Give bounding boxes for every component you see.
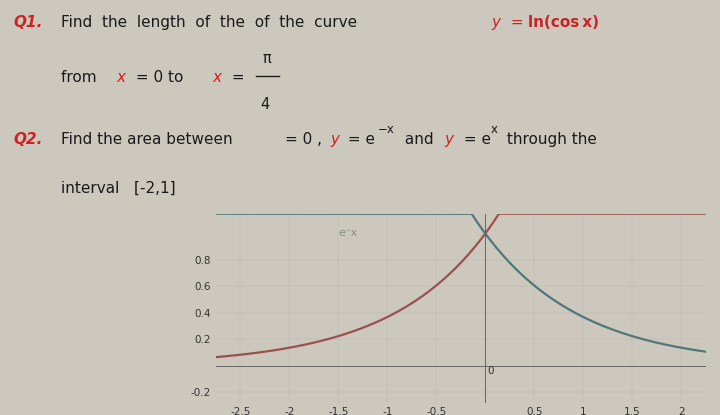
Text: through the: through the <box>502 132 597 147</box>
Text: 0: 0 <box>487 366 494 376</box>
Text: y: y <box>326 132 340 147</box>
Text: x: x <box>117 71 126 85</box>
Text: =: = <box>227 71 244 85</box>
Text: =: = <box>506 15 528 30</box>
Text: y: y <box>492 15 501 30</box>
Text: = e: = e <box>343 132 374 147</box>
Text: = 0 ,: = 0 , <box>285 132 322 147</box>
Text: x: x <box>212 71 222 85</box>
Text: π: π <box>262 51 271 66</box>
Text: Q2.: Q2. <box>13 132 42 147</box>
Text: x: x <box>491 123 498 136</box>
Text: and: and <box>400 132 438 147</box>
Text: ln(cos x): ln(cos x) <box>528 15 599 30</box>
Text: = 0 to: = 0 to <box>131 71 189 85</box>
Text: interval   [-2,1]: interval [-2,1] <box>61 181 176 195</box>
Text: e⁻x: e⁻x <box>338 228 358 238</box>
Text: Q1.: Q1. <box>13 15 42 30</box>
Text: = e: = e <box>459 132 491 147</box>
Text: from: from <box>61 71 102 85</box>
Text: Find  the  length  of  the  of  the  curve: Find the length of the of the curve <box>61 15 367 30</box>
Text: y: y <box>444 132 454 147</box>
Text: 4: 4 <box>261 97 270 112</box>
Text: Find the area between: Find the area between <box>61 132 238 147</box>
Text: −x: −x <box>377 123 394 136</box>
